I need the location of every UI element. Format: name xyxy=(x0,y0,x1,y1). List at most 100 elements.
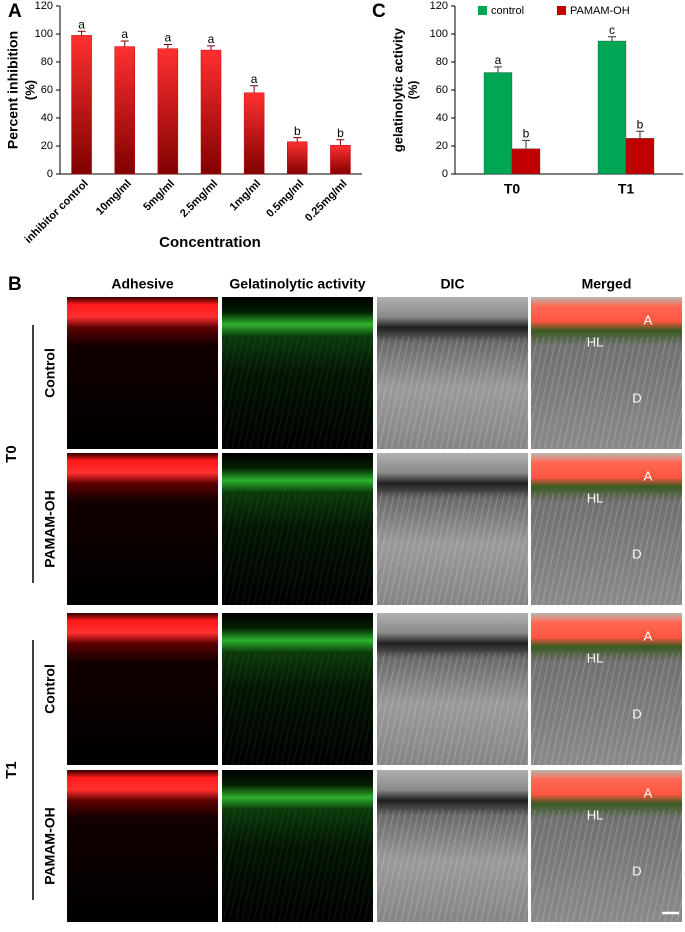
error-bar xyxy=(163,44,172,49)
significance-letter: b xyxy=(294,124,301,138)
y-axis-label: Percent inhibition xyxy=(5,31,21,149)
bar xyxy=(330,145,351,175)
significance-letter: b xyxy=(637,117,644,131)
micrograph-texture xyxy=(531,653,682,765)
y-tick-label: 100 xyxy=(35,28,53,40)
y-tick-label: 120 xyxy=(430,0,448,12)
row-label: Control xyxy=(42,664,58,714)
micrograph-texture xyxy=(377,810,528,922)
y-tick-label: 80 xyxy=(436,56,448,68)
row-label: PAMAM-OH xyxy=(42,807,58,885)
error-bar xyxy=(207,45,215,51)
region-label: HL xyxy=(587,334,604,349)
y-tick-label: 100 xyxy=(430,28,448,40)
region-label: A xyxy=(644,312,653,327)
micrograph xyxy=(67,297,218,449)
panel-label: C xyxy=(372,1,386,22)
error-bar xyxy=(293,137,302,142)
micrograph-texture xyxy=(222,810,373,922)
x-axis-label: Concentration xyxy=(159,234,261,251)
micrograph-texture xyxy=(531,337,682,449)
panel-label: A xyxy=(8,1,22,22)
bar xyxy=(287,141,308,175)
micrograph-texture xyxy=(222,653,373,765)
legend-swatch xyxy=(557,6,566,15)
micrograph xyxy=(67,770,218,922)
bar xyxy=(483,72,513,175)
micrograph-texture xyxy=(531,810,682,922)
error-bar xyxy=(608,36,616,41)
significance-letter: b xyxy=(337,126,344,140)
bar xyxy=(625,138,655,175)
y-tick-label: 0 xyxy=(47,168,53,180)
bar xyxy=(157,48,179,175)
panel-label: B xyxy=(8,274,22,295)
y-tick-label: 40 xyxy=(436,112,448,124)
error-bar xyxy=(522,139,530,149)
x-tick-label: inhibitor control xyxy=(23,178,91,246)
error-bar xyxy=(636,130,644,139)
x-tick-label: 1mg/ml xyxy=(228,178,264,214)
error-bar xyxy=(120,40,129,47)
micrograph-texture xyxy=(377,493,528,605)
significance-letter: a xyxy=(495,53,502,67)
significance-letter: c xyxy=(609,23,615,37)
error-bar xyxy=(250,85,259,93)
region-label: A xyxy=(644,785,653,800)
y-axis-unit: (%) xyxy=(406,81,420,100)
region-label: D xyxy=(632,546,641,561)
significance-letter: a xyxy=(251,72,258,86)
x-tick-label: 0.25mg/ml xyxy=(303,178,350,225)
y-tick-label: 60 xyxy=(436,84,448,96)
region-label: D xyxy=(632,390,641,405)
x-tick-label: 5mg/ml xyxy=(141,178,177,214)
error-bar xyxy=(77,30,86,36)
region-label: HL xyxy=(587,807,604,822)
micrograph xyxy=(67,453,218,605)
group-label: T0 xyxy=(3,445,20,463)
legend-swatch xyxy=(478,6,487,15)
y-axis-label: gelatinolytic activity xyxy=(390,27,405,152)
error-bar xyxy=(494,66,502,73)
region-label: D xyxy=(632,706,641,721)
region-label: A xyxy=(644,468,653,483)
legend-label: PAMAM-OH xyxy=(570,5,630,17)
x-tick-label: T1 xyxy=(618,181,635,197)
y-tick-label: 20 xyxy=(41,140,53,152)
micrograph-texture xyxy=(377,337,528,449)
error-bar xyxy=(336,139,345,146)
significance-letter: a xyxy=(165,31,172,45)
significance-letter: a xyxy=(78,17,85,31)
micrograph xyxy=(67,613,218,765)
region-label: D xyxy=(632,863,641,878)
group-label: T1 xyxy=(3,761,20,779)
y-tick-label: 120 xyxy=(35,0,53,12)
column-header: Adhesive xyxy=(111,276,173,292)
row-label: PAMAM-OH xyxy=(42,490,58,568)
significance-letter: b xyxy=(523,127,530,141)
y-tick-label: 60 xyxy=(41,84,53,96)
y-axis-unit: (%) xyxy=(22,80,37,100)
micrograph-texture xyxy=(377,653,528,765)
column-header: Gelatinolytic activity xyxy=(229,276,365,292)
x-tick-label: 10mg/ml xyxy=(94,178,134,218)
significance-letter: a xyxy=(121,27,128,41)
region-label: HL xyxy=(587,650,604,665)
y-tick-label: 80 xyxy=(41,56,53,68)
bar xyxy=(511,148,541,175)
column-header: Merged xyxy=(582,276,632,292)
bar xyxy=(243,92,265,175)
region-label: HL xyxy=(587,490,604,505)
x-tick-label: 2.5mg/ml xyxy=(178,178,220,220)
bar xyxy=(200,49,222,175)
region-label: A xyxy=(644,628,653,643)
micrograph-texture xyxy=(222,337,373,449)
legend-label: control xyxy=(491,5,524,17)
x-tick-label: 0.5mg/ml xyxy=(264,178,306,220)
micrograph-texture xyxy=(222,493,373,605)
y-tick-label: 0 xyxy=(442,168,448,180)
x-tick-label: T0 xyxy=(504,181,521,197)
bar xyxy=(71,35,92,175)
y-tick-label: 40 xyxy=(41,112,53,124)
